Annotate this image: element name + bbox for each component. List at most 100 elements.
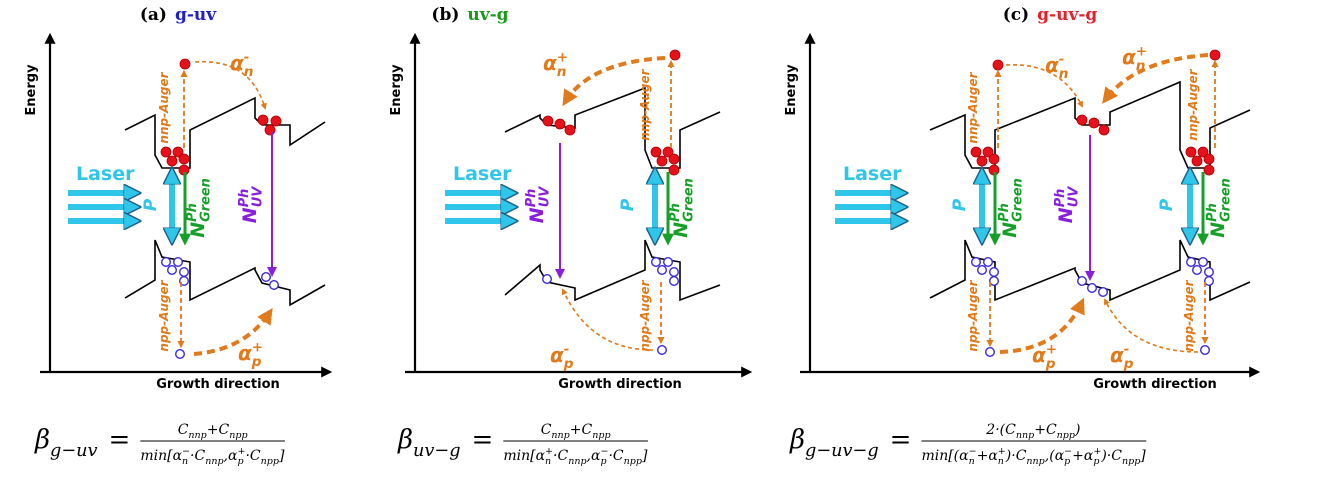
panel: EnergyGrowth directionLaserPPNGreenPhNGr…	[784, 35, 1258, 392]
x-axis-label: Growth direction	[1093, 377, 1217, 392]
hole	[652, 258, 661, 267]
symbol-sub: nnp	[205, 456, 223, 467]
symbol-sup: -	[1124, 342, 1130, 358]
x-axis-label: Growth direction	[156, 377, 280, 392]
hole	[176, 350, 185, 359]
symbol-base: α	[1045, 53, 1059, 77]
alpha-label: αp-	[1110, 342, 1134, 372]
y-axis-label: Energy	[784, 64, 799, 116]
symbol-sub: Green	[682, 178, 697, 222]
hole	[1088, 284, 1097, 293]
symbol-sup: -	[244, 50, 250, 66]
symbol-sup: -	[1059, 52, 1065, 68]
symbol-sub: nnp	[551, 430, 569, 441]
symbol-base: ]	[641, 448, 648, 464]
symbol-sub: UV	[1067, 186, 1082, 207]
auger-label: npp-Auger	[157, 279, 171, 351]
symbol-sup: Ph	[668, 203, 683, 222]
symbol-sub: Green	[199, 178, 214, 222]
symbol-sup: −	[600, 446, 608, 457]
panel-label: (b)	[431, 5, 459, 25]
panel-label: (c)	[1003, 5, 1029, 25]
alpha-label: αp-	[550, 342, 574, 372]
symbol-base: N	[670, 222, 692, 238]
y-axis-label: Energy	[389, 64, 404, 116]
electron	[1099, 125, 1109, 135]
symbol-sup: +	[557, 50, 568, 66]
symbol-sup: +	[1093, 446, 1101, 457]
equation-lhs: βg−uv−g	[789, 425, 879, 461]
pump-label: P	[618, 198, 638, 211]
electron	[1192, 156, 1202, 166]
hole	[1199, 258, 1208, 267]
hole	[1193, 266, 1202, 275]
symbol-base: ,(	[1045, 448, 1055, 464]
symbol-sub: npp	[1122, 456, 1140, 467]
conduction-band	[505, 88, 720, 168]
panel-name: g-uv	[175, 5, 217, 25]
symbol-sup: −	[1064, 446, 1072, 457]
alpha-label: αn+	[543, 50, 568, 80]
hole	[168, 266, 177, 275]
symbol-base: N	[999, 222, 1021, 238]
electron	[565, 125, 575, 135]
auger-label: npp-Auger	[638, 279, 652, 351]
numerator: 2·(Cnnp+Cnpp)	[985, 422, 1080, 441]
hole	[1099, 288, 1108, 297]
symbol-base: C	[557, 448, 568, 464]
hole	[986, 348, 995, 357]
symbol-sub: nnp	[568, 456, 586, 467]
panel-title: (b) uv-g	[431, 5, 508, 25]
symbol-sub: UV	[251, 186, 266, 207]
electron	[669, 154, 679, 164]
pump-label: P	[1157, 198, 1177, 211]
symbol-base: )·	[1100, 448, 1111, 464]
symbol-sub: npp	[624, 456, 642, 467]
electron	[265, 125, 275, 135]
pump-label: P	[950, 198, 970, 211]
panel-title: (a)g-uv	[140, 5, 217, 25]
hole	[972, 258, 981, 267]
symbol-base: min[(	[921, 448, 959, 464]
electron	[971, 147, 981, 157]
symbol-sup: +	[1046, 342, 1057, 358]
uv-emission-label: NUVPh	[1053, 186, 1082, 223]
symbol-sub: UV	[538, 186, 553, 207]
symbol-base: C	[1046, 422, 1057, 438]
electron	[271, 116, 281, 126]
symbol-sub: uv−g	[413, 441, 461, 461]
symbol-sup: +	[237, 446, 245, 457]
hole	[984, 258, 993, 267]
electron	[657, 156, 667, 166]
symbol-sub: n	[545, 456, 551, 467]
symbol-base: C	[541, 422, 552, 438]
symbol-base: C	[194, 448, 205, 464]
symbol-base: +	[570, 422, 582, 438]
uv-emission-label: NUVPh	[237, 186, 266, 223]
electron	[1204, 165, 1214, 175]
symbol-sup: +	[545, 446, 553, 457]
green-emission-label: NGreenPh	[668, 178, 697, 238]
electron	[651, 147, 661, 157]
panel-title: (c)g-uv-g	[1003, 5, 1098, 25]
symbol-sub: p	[1045, 356, 1056, 372]
electron	[1186, 147, 1196, 157]
pump-label: P	[141, 198, 161, 211]
symbol-sup: Ph	[997, 203, 1012, 222]
equation-lhs: βuv−g	[397, 425, 461, 461]
electron	[555, 119, 565, 129]
symbol-base: β	[34, 425, 50, 455]
auger-label: nnp-Auger	[638, 68, 652, 140]
auger-label: npp-Auger	[966, 279, 980, 351]
symbol-sub: npp	[592, 430, 610, 441]
hole	[1205, 277, 1214, 286]
symbol-sub: npp	[229, 430, 247, 441]
symbol-sub: p	[237, 456, 243, 467]
figure: (a)g-uvEnergyGrowth directionLaserPNGree…	[0, 0, 1330, 479]
panel-name: uv-g	[467, 5, 508, 25]
symbol-base: C	[1111, 448, 1122, 464]
symbol-base: min[	[503, 448, 536, 464]
